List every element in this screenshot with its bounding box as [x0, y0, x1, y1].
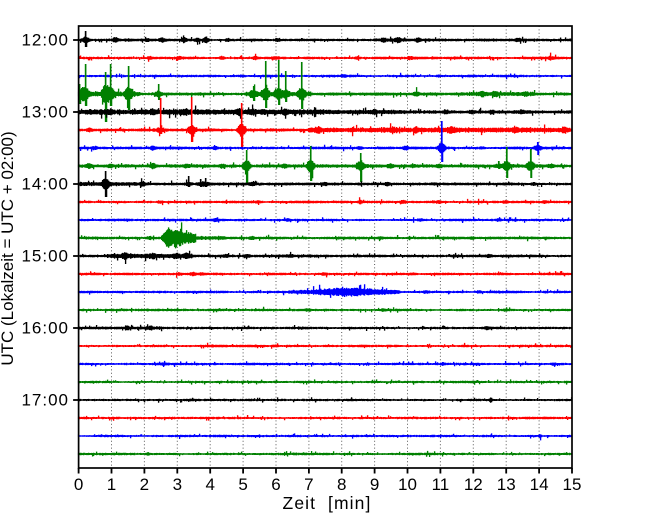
svg-text:12: 12 [464, 475, 483, 494]
svg-text:15:00: 15:00 [21, 247, 69, 266]
svg-text:UTC (Lokalzeit = UTC + 02:00): UTC (Lokalzeit = UTC + 02:00) [0, 131, 17, 365]
svg-text:3: 3 [173, 475, 182, 494]
svg-text:8: 8 [337, 475, 346, 494]
svg-text:7: 7 [304, 475, 313, 494]
svg-text:1: 1 [107, 475, 116, 494]
svg-text:14:00: 14:00 [21, 175, 69, 194]
svg-text:16:00: 16:00 [21, 319, 69, 338]
svg-text:2: 2 [140, 475, 149, 494]
svg-text:14: 14 [530, 475, 549, 494]
svg-text:13:00: 13:00 [21, 103, 69, 122]
svg-text:6: 6 [271, 475, 280, 494]
svg-text:13: 13 [497, 475, 516, 494]
svg-text:12:00: 12:00 [21, 31, 69, 50]
svg-text:4: 4 [205, 475, 214, 494]
svg-text:15: 15 [563, 475, 582, 494]
svg-text:17:00: 17:00 [21, 391, 69, 410]
svg-text:0: 0 [74, 475, 83, 494]
svg-text:10: 10 [398, 475, 417, 494]
svg-text:11: 11 [432, 475, 450, 494]
svg-text:Zeit [min]: Zeit [min] [283, 493, 372, 513]
svg-text:9: 9 [370, 475, 379, 494]
svg-text:5: 5 [238, 475, 247, 494]
